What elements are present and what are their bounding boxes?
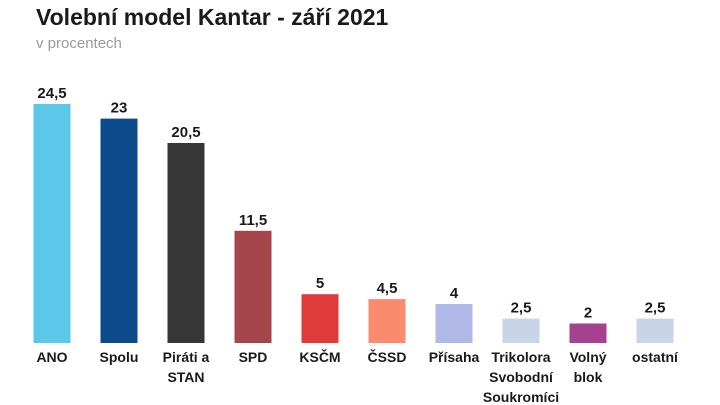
bar-0: [33, 104, 71, 343]
category-label-7-line-0: Trikolora: [491, 349, 550, 365]
category-label-5: ČSSD: [368, 348, 407, 365]
category-label-1: Spolu: [100, 349, 139, 365]
value-label-3: 11,5: [239, 212, 267, 229]
value-label-0: 24,5: [37, 85, 66, 102]
chart-title: Volební model Kantar - září 2021: [36, 4, 389, 30]
category-label-8-line-1: blok: [574, 369, 603, 385]
value-label-8: 2: [584, 305, 592, 322]
category-label-8-line-0: Volný: [569, 349, 606, 365]
category-label-2-line-0: Piráti a: [163, 349, 210, 365]
value-label-7: 2,5: [511, 300, 532, 317]
bar-2: [167, 143, 205, 343]
value-label-2: 20,5: [171, 124, 200, 141]
category-label-0: ANO: [36, 349, 67, 365]
category-label-4: KSČM: [299, 348, 340, 365]
bar-7: [502, 318, 540, 343]
bar-6: [435, 304, 473, 343]
category-label-3: SPD: [239, 349, 268, 365]
value-label-6: 4: [450, 285, 459, 302]
category-label-9: ostatní: [632, 349, 679, 365]
category-label-2-line-1: STAN: [167, 369, 204, 385]
bar-4: [301, 294, 339, 343]
bar-8: [569, 323, 607, 343]
bar-1: [100, 118, 138, 343]
category-label-7-line-1: Svobodní: [489, 369, 554, 385]
value-label-9: 2,5: [645, 300, 666, 317]
bar-9: [636, 318, 674, 343]
value-label-4: 5: [316, 275, 324, 292]
category-label-7-line-2: Soukromíci: [483, 389, 559, 405]
value-label-5: 4,5: [377, 280, 398, 297]
category-label-6: Přísaha: [429, 349, 480, 365]
value-label-1: 23: [111, 100, 128, 117]
chart-subtitle: v procentech: [36, 35, 122, 52]
bar-3: [234, 230, 272, 343]
bar-5: [368, 299, 406, 343]
